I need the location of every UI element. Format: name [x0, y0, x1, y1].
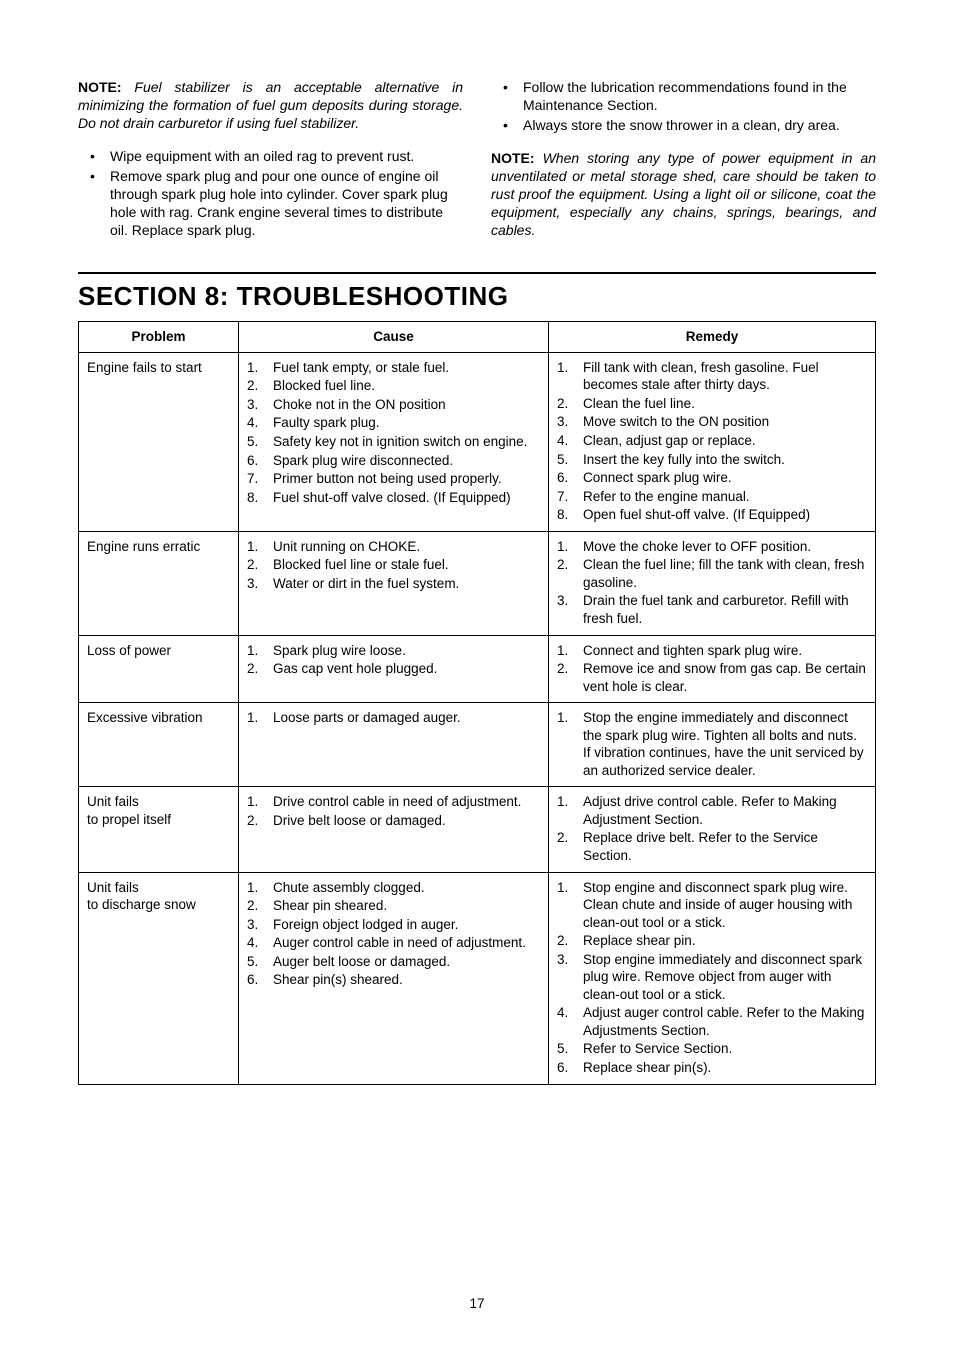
list-item: 2.Gas cap vent hole plugged.: [247, 660, 540, 678]
list-item: 2.Remove ice and snow from gas cap. Be c…: [557, 660, 867, 695]
table-row: Unit fails to propel itself 1.Drive contr…: [79, 787, 876, 872]
list-item: 8.Open fuel shut-off valve. (If Equipped…: [557, 506, 867, 524]
remedy-cell: 1.Connect and tighten spark plug wire.2.…: [549, 635, 876, 703]
list-item: Follow the lubrication recommendations f…: [491, 78, 876, 114]
table-row: Loss of power1.Spark plug wire loose.2.G…: [79, 635, 876, 703]
list-item: 2.Replace drive belt. Refer to the Servi…: [557, 829, 867, 864]
header-cause: Cause: [239, 322, 549, 353]
list-item: 7.Refer to the engine manual.: [557, 488, 867, 506]
problem-cell: Unit fails to discharge snow: [79, 872, 239, 1084]
list-item: 3.Water or dirt in the fuel system.: [247, 575, 540, 593]
remedy-cell: 1.Adjust drive control cable. Refer to M…: [549, 787, 876, 872]
list-item: 3.Choke not in the ON position: [247, 396, 540, 414]
list-item: 3.Move switch to the ON position: [557, 413, 867, 431]
list-item: 6.Shear pin(s) sheared.: [247, 971, 540, 989]
right-column: Follow the lubrication recommendations f…: [491, 78, 876, 254]
note-label-right: NOTE:: [491, 150, 535, 166]
cause-cell: 1.Spark plug wire loose.2.Gas cap vent h…: [239, 635, 549, 703]
list-item: 1.Unit running on CHOKE.: [247, 538, 540, 556]
remedy-cell: 1.Move the choke lever to OFF position.2…: [549, 531, 876, 635]
problem-cell: Unit fails to propel itself: [79, 787, 239, 872]
table-row: Unit fails to discharge snow1.Chute asse…: [79, 872, 876, 1084]
list-item: 1.Drive control cable in need of adjustm…: [247, 793, 540, 811]
cause-cell: 1.Loose parts or damaged auger.: [239, 703, 549, 787]
note-label-left: NOTE:: [78, 79, 122, 95]
intro-columns: NOTE: Fuel stabilizer is an acceptable a…: [78, 78, 876, 254]
list-item: 3.Stop engine immediately and disconnect…: [557, 951, 867, 1004]
page-number: 17: [78, 1295, 876, 1313]
list-item: 3.Drain the fuel tank and carburetor. Re…: [557, 592, 867, 627]
right-bullet-list: Follow the lubrication recommendations f…: [491, 78, 876, 135]
table-row: Engine fails to start1.Fuel tank empty, …: [79, 352, 876, 531]
problem-cell: Excessive vibration: [79, 703, 239, 787]
header-remedy: Remedy: [549, 322, 876, 353]
list-item: 4.Clean, adjust gap or replace.: [557, 432, 867, 450]
list-item: 1.Connect and tighten spark plug wire.: [557, 642, 867, 660]
troubleshooting-table: Problem Cause Remedy Engine fails to sta…: [78, 321, 876, 1084]
list-item: 1.Chute assembly clogged.: [247, 879, 540, 897]
section-title: SECTION 8: TROUBLESHOOTING: [78, 280, 876, 314]
list-item: 8.Fuel shut-off valve closed. (If Equipp…: [247, 489, 540, 507]
list-item: 1.Stop the engine immediately and discon…: [557, 709, 867, 779]
remedy-cell: 1.Stop the engine immediately and discon…: [549, 703, 876, 787]
list-item: 4.Auger control cable in need of adjustm…: [247, 934, 540, 952]
right-note-block: NOTE: When storing any type of power equ…: [491, 149, 876, 240]
list-item: 5.Auger belt loose or damaged.: [247, 953, 540, 971]
list-item: 2.Blocked fuel line or stale fuel.: [247, 556, 540, 574]
list-item: Remove spark plug and pour one ounce of …: [78, 167, 463, 240]
problem-cell: Engine runs erratic: [79, 531, 239, 635]
left-bullet-list: Wipe equipment with an oiled rag to prev…: [78, 147, 463, 240]
list-item: Always store the snow thrower in a clean…: [491, 116, 876, 134]
header-problem: Problem: [79, 322, 239, 353]
list-item: 1.Spark plug wire loose.: [247, 642, 540, 660]
list-item: 2.Shear pin sheared.: [247, 897, 540, 915]
list-item: 1.Fuel tank empty, or stale fuel.: [247, 359, 540, 377]
list-item: 6.Connect spark plug wire.: [557, 469, 867, 487]
table-row: Excessive vibration 1.Loose parts or dama…: [79, 703, 876, 787]
note-text-right: When storing any type of power equipment…: [491, 150, 876, 239]
list-item: 5.Safety key not in ignition switch on e…: [247, 433, 540, 451]
cause-cell: 1.Unit running on CHOKE.2.Blocked fuel l…: [239, 531, 549, 635]
table-header-row: Problem Cause Remedy: [79, 322, 876, 353]
left-column: NOTE: Fuel stabilizer is an acceptable a…: [78, 78, 463, 254]
list-item: 5.Refer to Service Section.: [557, 1040, 867, 1058]
section-divider: [78, 272, 876, 274]
list-item: 4.Faulty spark plug.: [247, 414, 540, 432]
list-item: 1.Move the choke lever to OFF position.: [557, 538, 867, 556]
list-item: 3.Foreign object lodged in auger.: [247, 916, 540, 934]
list-item: Wipe equipment with an oiled rag to prev…: [78, 147, 463, 165]
table-row: Engine runs erratic1.Unit running on CHO…: [79, 531, 876, 635]
left-note-block: NOTE: Fuel stabilizer is an acceptable a…: [78, 78, 463, 133]
list-item: 1.Loose parts or damaged auger.: [247, 709, 540, 727]
note-text-left: Fuel stabilizer is an acceptable alterna…: [78, 79, 463, 131]
list-item: 2.Drive belt loose or damaged.: [247, 812, 540, 830]
cause-cell: 1.Drive control cable in need of adjustm…: [239, 787, 549, 872]
list-item: 6.Replace shear pin(s).: [557, 1059, 867, 1077]
list-item: 5.Insert the key fully into the switch.: [557, 451, 867, 469]
list-item: 1.Stop engine and disconnect spark plug …: [557, 879, 867, 932]
cause-cell: 1.Fuel tank empty, or stale fuel.2.Block…: [239, 352, 549, 531]
list-item: 1.Adjust drive control cable. Refer to M…: [557, 793, 867, 828]
list-item: 2.Clean the fuel line.: [557, 395, 867, 413]
problem-cell: Engine fails to start: [79, 352, 239, 531]
remedy-cell: 1.Stop engine and disconnect spark plug …: [549, 872, 876, 1084]
list-item: 1.Fill tank with clean, fresh gasoline. …: [557, 359, 867, 394]
list-item: 2.Clean the fuel line; fill the tank wit…: [557, 556, 867, 591]
list-item: 6.Spark plug wire disconnected.: [247, 452, 540, 470]
list-item: 7.Primer button not being used properly.: [247, 470, 540, 488]
list-item: 2.Replace shear pin.: [557, 932, 867, 950]
remedy-cell: 1.Fill tank with clean, fresh gasoline. …: [549, 352, 876, 531]
list-item: 4.Adjust auger control cable. Refer to t…: [557, 1004, 867, 1039]
problem-cell: Loss of power: [79, 635, 239, 703]
cause-cell: 1.Chute assembly clogged.2.Shear pin she…: [239, 872, 549, 1084]
list-item: 2.Blocked fuel line.: [247, 377, 540, 395]
